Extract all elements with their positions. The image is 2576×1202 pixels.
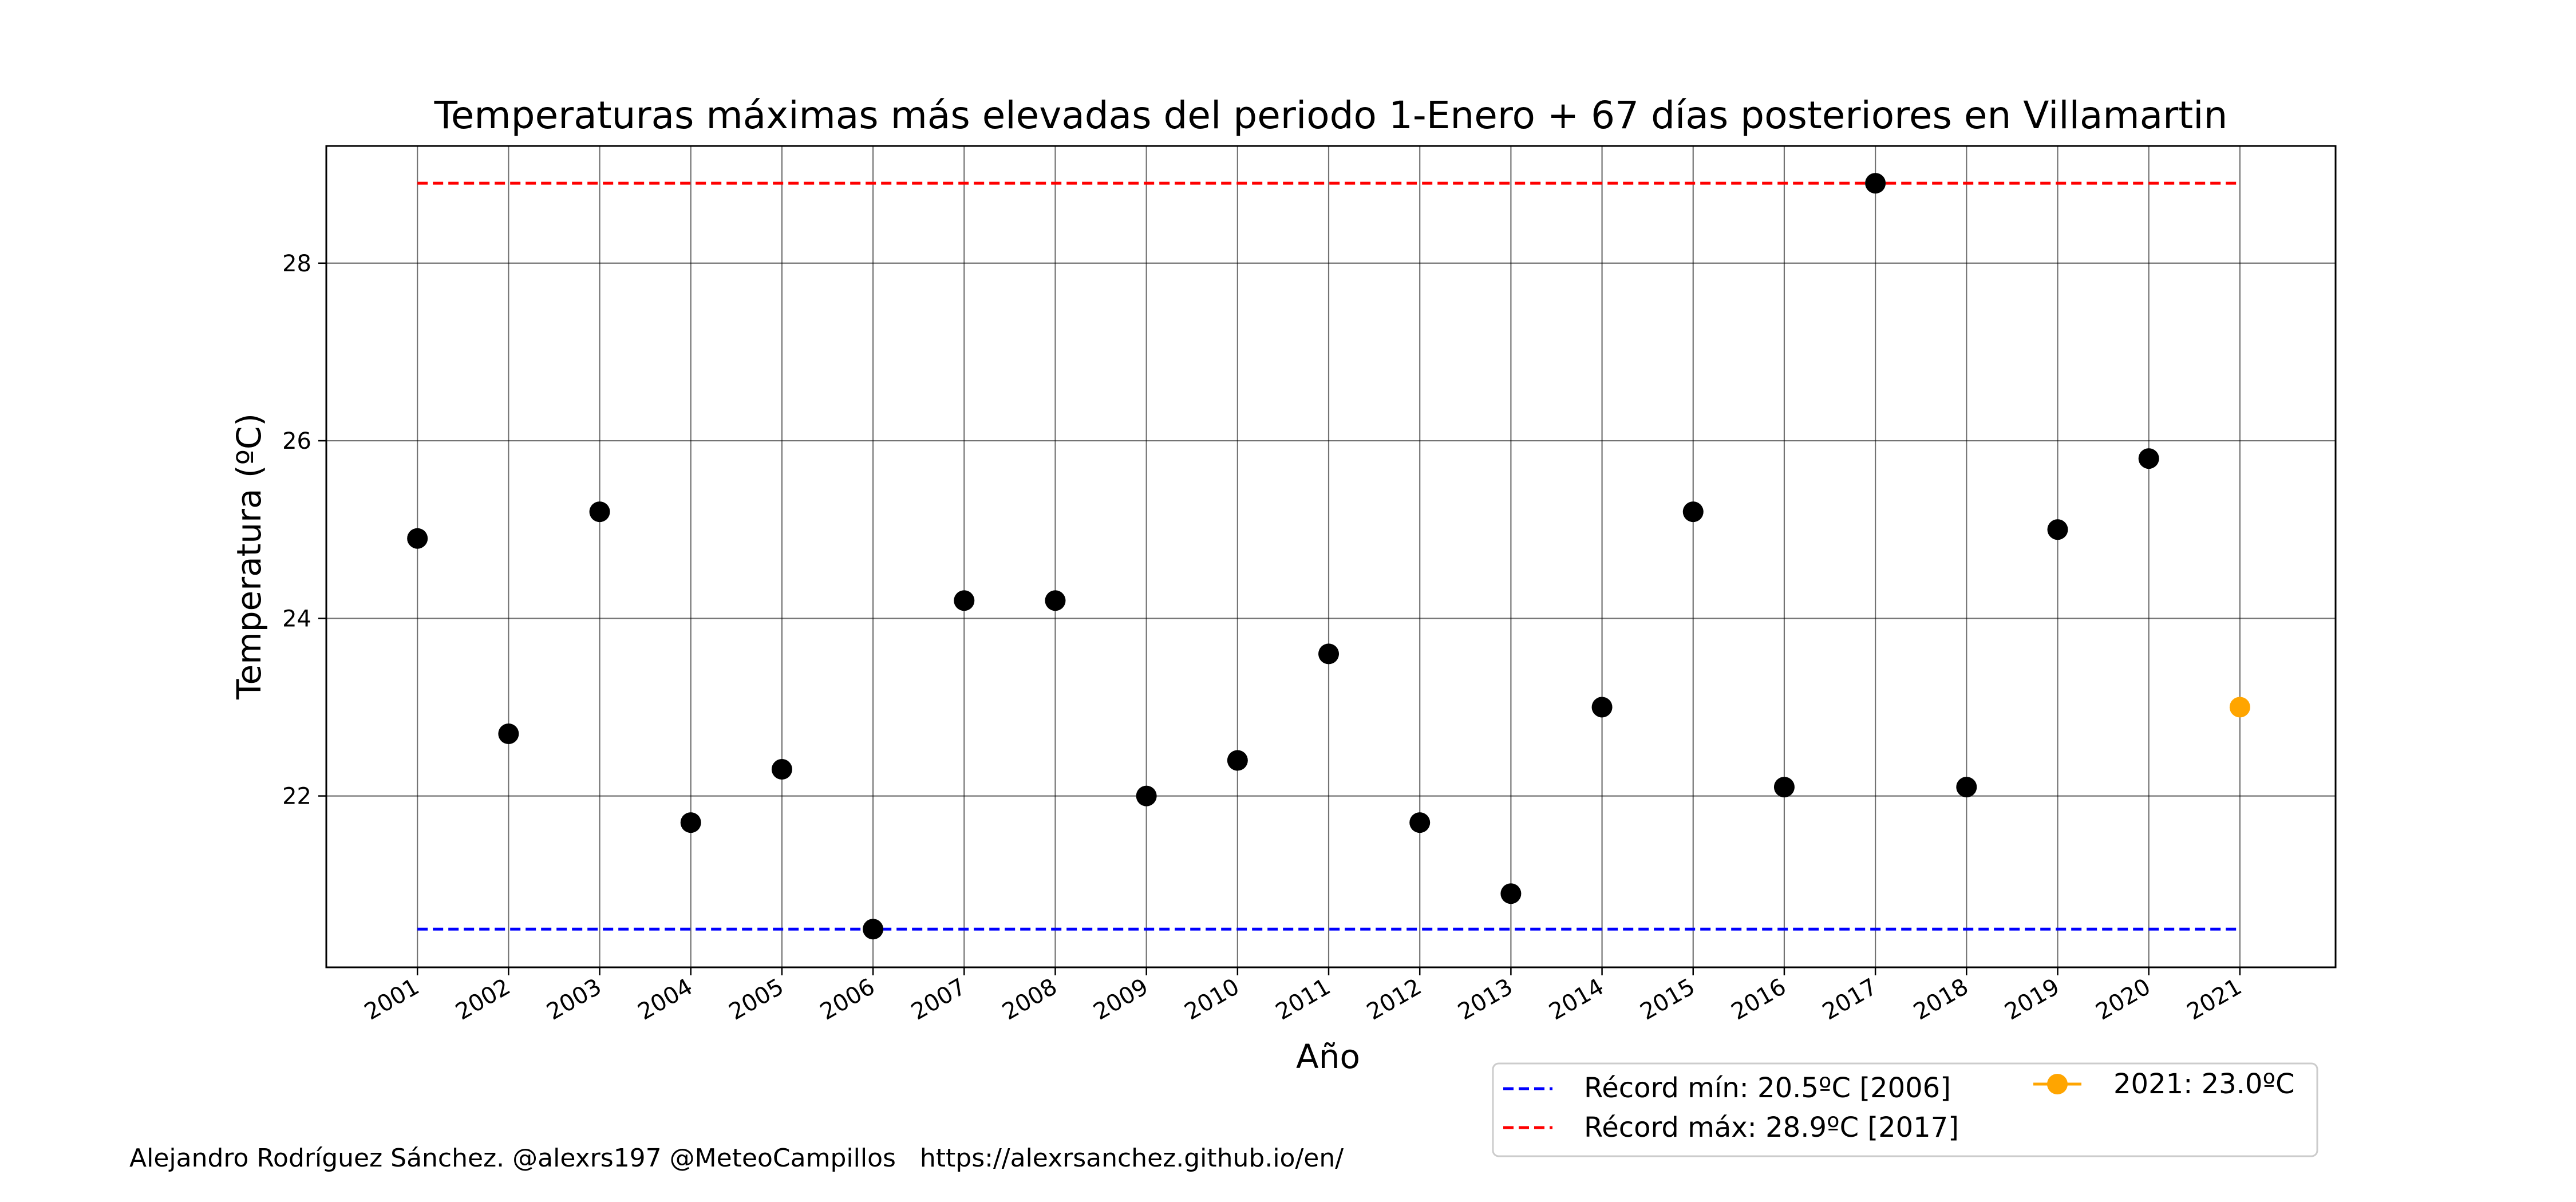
footer-credit: Alejandro Rodríguez Sánchez. @alexrs197 … [129, 1144, 1344, 1173]
data-point [863, 919, 884, 940]
legend-frame [1492, 1062, 2318, 1157]
data-points [407, 173, 2250, 940]
x-tick-label: 2019 [2000, 974, 2064, 1026]
data-point [1136, 785, 1157, 806]
data-point [1318, 643, 1340, 665]
x-tick-label: 2004 [634, 974, 697, 1026]
data-point [1591, 697, 1613, 718]
plot-area-frame [325, 145, 2337, 968]
data-point [1956, 777, 1977, 798]
x-tick-label: 2013 [1453, 974, 1517, 1026]
x-tick-label: 2017 [1818, 974, 1882, 1026]
data-point [1773, 777, 1795, 798]
data-point [1045, 590, 1066, 611]
data-point [771, 759, 792, 780]
x-tick-label: 2001 [360, 974, 424, 1026]
legend-highlight-marker [2047, 1074, 2068, 1094]
legend-record-min-label: Récord mín: 20.5ºC [2006] [1584, 1072, 1951, 1104]
y-axis-label: Temperatura (ºC) [230, 413, 268, 700]
data-point [2047, 519, 2068, 540]
data-point [1409, 812, 1431, 833]
x-tick-label: 2006 [816, 974, 879, 1026]
record-lines [417, 181, 2240, 931]
data-point [1500, 883, 1522, 904]
legend-highlight-label: 2021: 23.0ºC [2113, 1068, 2295, 1100]
x-tick-label: 2021 [2183, 974, 2246, 1026]
x-tick-label: 2010 [1180, 974, 1244, 1026]
x-tick-label: 2008 [998, 974, 1061, 1026]
data-point [1682, 501, 1704, 523]
x-tick-label: 2009 [1089, 974, 1152, 1026]
chart-title: Temperaturas máximas más elevadas del pe… [434, 93, 2228, 137]
data-point [498, 723, 519, 744]
x-tick-label: 2003 [542, 974, 606, 1026]
x-tick-label: 2007 [907, 974, 970, 1026]
y-tick-label: 22 [282, 784, 311, 810]
x-axis-ticks: 2001 2002 2003 2004 2005 2006 2007 2008 2009 2010… [360, 967, 2246, 1026]
x-axis-label: Año [1296, 1037, 1360, 1076]
legend: Récord mín: 20.5ºC [2006] Récord máx: 28… [1492, 1062, 2318, 1157]
x-tick-label: 2014 [1544, 974, 1608, 1026]
y-tick-label: 26 [282, 428, 311, 454]
data-point [407, 528, 428, 549]
highlight-point [2229, 697, 2250, 718]
data-point [1227, 750, 1248, 771]
data-point [954, 590, 975, 611]
y-tick-label: 28 [282, 251, 311, 277]
x-tick-label: 2012 [1362, 974, 1426, 1026]
x-tick-label: 2011 [1271, 974, 1335, 1026]
x-tick-label: 2018 [1909, 974, 1973, 1026]
x-tick-label: 2015 [1636, 974, 1700, 1026]
x-tick-label: 2005 [725, 974, 788, 1026]
data-point [2138, 448, 2159, 469]
legend-record-max-label: Récord máx: 28.9ºC [2017] [1584, 1112, 1959, 1144]
grid-lines [326, 146, 2336, 967]
y-tick-label: 24 [282, 606, 311, 632]
x-tick-label: 2020 [2092, 974, 2155, 1026]
x-tick-label: 2016 [1727, 974, 1791, 1026]
x-tick-label: 2002 [451, 974, 515, 1026]
data-point [1865, 173, 1886, 194]
data-point [680, 812, 701, 833]
data-point [589, 501, 610, 523]
y-axis-ticks: 22 24 26 28 [282, 251, 326, 810]
